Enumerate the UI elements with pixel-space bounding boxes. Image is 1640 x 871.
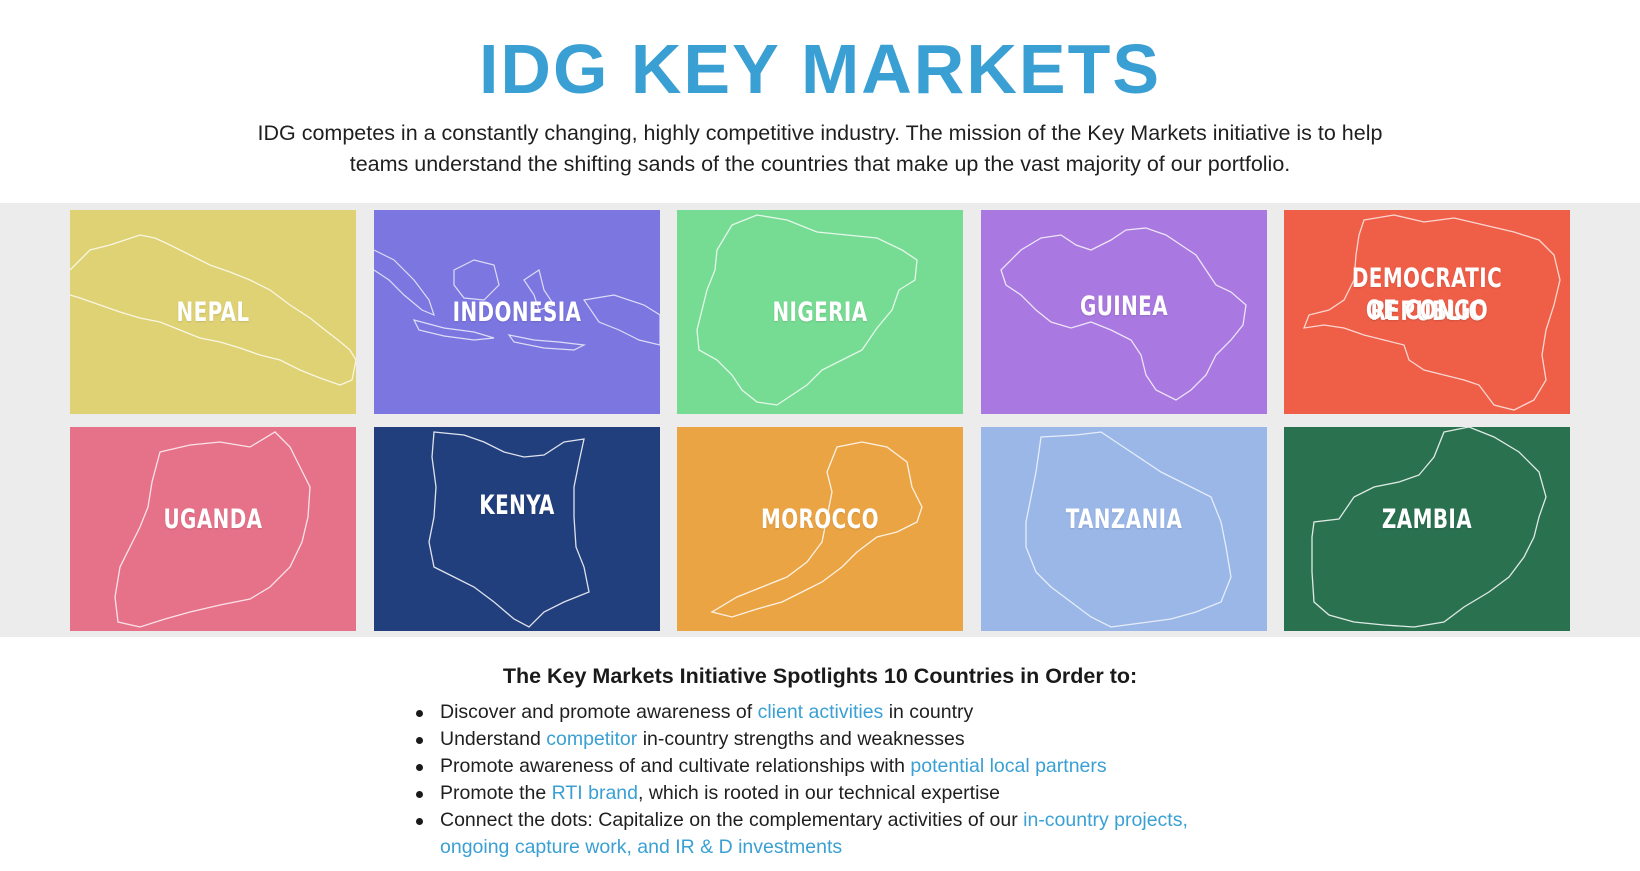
tile-label: KENYA (479, 490, 555, 521)
congo-map-outline (1302, 214, 1561, 411)
tile-zambia[interactable]: ZAMBIA (1284, 427, 1570, 631)
client-activities-link[interactable]: client activities (757, 701, 884, 723)
tile-uganda[interactable]: UGANDA (70, 427, 356, 631)
tile-morocco[interactable]: MOROCCO (677, 427, 963, 631)
tile-label: NIGERIA (772, 297, 868, 328)
tile-label: GUINEA (1079, 291, 1169, 322)
tile-label-line2: OF CONGO (1365, 295, 1489, 326)
guinea-map-outline (1000, 227, 1247, 401)
list-item: Understand competitor in-country strengt… (416, 726, 1240, 753)
tile-label: INDONESIA (452, 297, 582, 328)
tile-guinea[interactable]: GUINEA (981, 210, 1267, 414)
in-country-projects-link[interactable]: in-country projects, ongoing capture wor… (440, 809, 1188, 858)
nepal-map-outline (70, 234, 356, 386)
objectives-list: Discover and promote awareness of client… (416, 699, 1240, 861)
morocco-map-outline (710, 441, 923, 618)
nigeria-map-outline (696, 214, 918, 406)
page-title: IDG KEY MARKETS (478, 30, 1162, 108)
rti-brand-link[interactable]: RTI brand (551, 782, 638, 804)
tile-label: ZAMBIA (1381, 504, 1473, 535)
tile-indonesia[interactable]: INDONESIA (374, 210, 660, 414)
tile-dr-congo[interactable]: DEMOCRATIC REPUBLIC OF CONGO (1284, 210, 1570, 414)
list-heading: The Key Markets Initiative Spotlights 10… (502, 664, 1138, 688)
tile-label: MOROCCO (760, 504, 880, 535)
country-tiles-band: NEPAL INDONESIA NIGERIA GUINEA DEMOCRATI… (0, 203, 1640, 637)
tile-label: UGANDA (163, 504, 263, 535)
potential-local-partners-link[interactable]: potential local partners (910, 755, 1107, 777)
competitor-link[interactable]: competitor (546, 728, 638, 750)
kenya-map-outline (428, 431, 590, 628)
tile-tanzania[interactable]: TANZANIA (981, 427, 1267, 631)
tile-label: TANZANIA (1065, 504, 1183, 535)
tile-nigeria[interactable]: NIGERIA (677, 210, 963, 414)
uganda-map-outline (114, 431, 311, 628)
list-item: Connect the dots: Capitalize on the comp… (416, 807, 1240, 861)
list-item: Discover and promote awareness of client… (416, 699, 1240, 726)
tile-label: NEPAL (176, 297, 250, 328)
indonesia-map-outline (374, 249, 660, 351)
tanzania-map-outline (1025, 431, 1232, 628)
tile-kenya[interactable]: KENYA (374, 427, 660, 631)
intro-text: IDG competes in a constantly changing, h… (257, 121, 1383, 176)
zambia-map-outline (1311, 427, 1547, 628)
list-item: Promote the RTI brand, which is rooted i… (416, 780, 1240, 807)
tile-label-line1: DEMOCRATIC REPUBLIC (1351, 263, 1503, 327)
tile-nepal[interactable]: NEPAL (70, 210, 356, 414)
list-item: Promote awareness of and cultivate relat… (416, 753, 1240, 780)
